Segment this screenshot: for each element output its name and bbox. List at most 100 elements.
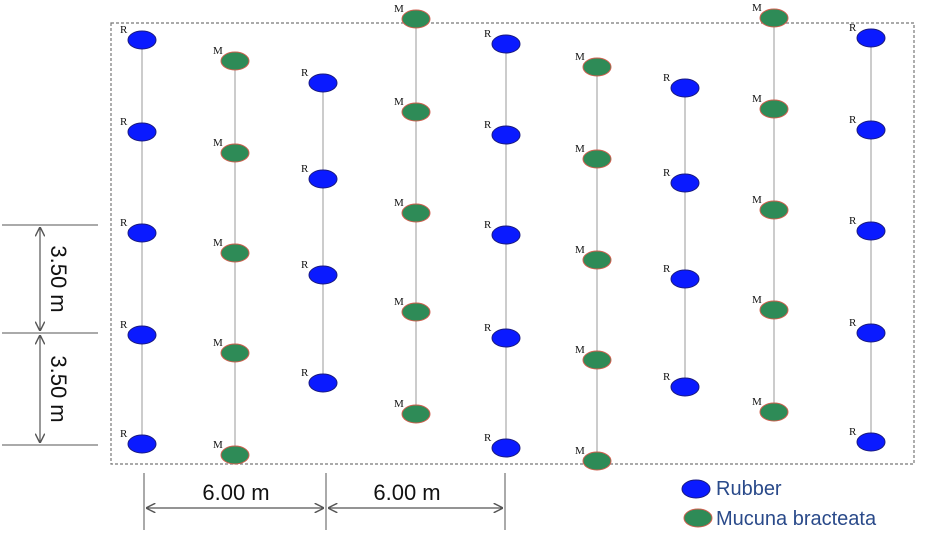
rubber-plant-marker — [491, 328, 521, 348]
rubber-plant-marker — [670, 78, 700, 98]
legend-mucuna-label: Mucuna bracteata — [716, 508, 877, 530]
rubber-label: R — [484, 219, 492, 231]
mucuna-plant-marker — [582, 149, 612, 169]
rubber-plant-marker — [856, 323, 886, 343]
rubber-label: R — [663, 72, 671, 84]
horizontal-spacing-label-2: 6.00 m — [373, 480, 440, 505]
mucuna-plant-marker — [759, 402, 789, 422]
rubber-label: R — [484, 119, 492, 131]
rubber-label: R — [663, 263, 671, 275]
plant-row-1: R R R R R — [120, 24, 157, 454]
mucuna-label: M — [575, 244, 585, 256]
mucuna-label: M — [575, 344, 585, 356]
rubber-label: R — [849, 114, 857, 126]
rubber-label: R — [120, 428, 128, 440]
mucuna-plant-marker — [220, 143, 250, 163]
mucuna-plant-marker — [582, 451, 612, 471]
rubber-plant-marker — [670, 173, 700, 193]
legend-rubber-swatch — [681, 479, 711, 499]
rubber-label: R — [484, 432, 492, 444]
mucuna-plant-marker — [759, 99, 789, 119]
rubber-label: R — [849, 317, 857, 329]
legend-mucuna-swatch — [683, 508, 713, 528]
legend: Rubber Mucuna bracteata — [681, 478, 877, 530]
mucuna-plant-marker — [220, 243, 250, 263]
plant-row-3: R R R R — [301, 67, 338, 393]
plant-row-4: M M M M M — [394, 3, 431, 424]
rubber-label: R — [849, 22, 857, 34]
field-boundary — [110, 22, 915, 465]
mucuna-plant-marker — [401, 203, 431, 223]
rubber-label: R — [120, 116, 128, 128]
horizontal-dimension: 6.00 m 6.00 m — [143, 473, 506, 530]
plant-row-2: M M M M M — [213, 45, 250, 465]
rubber-label: R — [484, 322, 492, 334]
plant-row-5: R R R R R — [484, 28, 521, 458]
rubber-plant-marker — [491, 34, 521, 54]
mucuna-label: M — [752, 2, 762, 14]
rubber-label: R — [484, 28, 492, 40]
mucuna-plant-marker — [401, 9, 431, 29]
rubber-label: R — [120, 24, 128, 36]
mucuna-label: M — [213, 137, 223, 149]
mucuna-label: M — [752, 396, 762, 408]
rubber-label: R — [120, 319, 128, 331]
mucuna-label: M — [213, 439, 223, 451]
mucuna-label: M — [575, 445, 585, 457]
mucuna-plant-marker — [220, 445, 250, 465]
rubber-label: R — [849, 215, 857, 227]
rubber-label: R — [663, 167, 671, 179]
rubber-label: R — [301, 163, 309, 175]
vertical-dimension: 3.50 m 3.50 m — [2, 224, 98, 446]
mucuna-label: M — [213, 337, 223, 349]
rubber-label: R — [120, 217, 128, 229]
rubber-label: R — [301, 67, 309, 79]
rubber-label: R — [301, 367, 309, 379]
mucuna-plant-marker — [220, 51, 250, 71]
plant-row-6: M M M M M — [575, 51, 612, 471]
mucuna-label: M — [394, 296, 404, 308]
rubber-plant-marker — [127, 434, 157, 454]
vertical-spacing-label-1: 3.50 m — [46, 245, 71, 312]
plant-rows: RRRRRMMMMMRRRRMMMMMRRRRRMMMMMRRRRMMMMMRR… — [120, 2, 886, 471]
mucuna-plant-marker — [582, 250, 612, 270]
rubber-plant-marker — [856, 221, 886, 241]
plant-row-8: M M M M M — [752, 2, 789, 422]
mucuna-plant-marker — [759, 200, 789, 220]
rubber-plant-marker — [308, 73, 338, 93]
mucuna-plant-marker — [582, 350, 612, 370]
rubber-plant-marker — [308, 373, 338, 393]
rubber-plant-marker — [856, 28, 886, 48]
plant-row-9: R R R R R — [849, 22, 886, 452]
rubber-label: R — [301, 259, 309, 271]
mucuna-plant-marker — [759, 8, 789, 28]
mucuna-label: M — [394, 197, 404, 209]
rubber-label: R — [663, 371, 671, 383]
mucuna-label: M — [213, 45, 223, 57]
rubber-plant-marker — [127, 122, 157, 142]
mucuna-label: M — [575, 51, 585, 63]
rubber-plant-marker — [127, 325, 157, 345]
rubber-plant-marker — [308, 169, 338, 189]
mucuna-plant-marker — [759, 300, 789, 320]
mucuna-label: M — [394, 96, 404, 108]
mucuna-label: M — [752, 294, 762, 306]
rubber-label: R — [849, 426, 857, 438]
mucuna-label: M — [394, 398, 404, 410]
plant-row-7: R R R R — [663, 72, 700, 397]
rubber-plant-marker — [670, 377, 700, 397]
rubber-plant-marker — [856, 120, 886, 140]
rubber-plant-marker — [127, 30, 157, 50]
rubber-plant-marker — [856, 432, 886, 452]
rubber-plant-marker — [308, 265, 338, 285]
mucuna-plant-marker — [220, 343, 250, 363]
mucuna-label: M — [213, 237, 223, 249]
mucuna-plant-marker — [401, 404, 431, 424]
rubber-plant-marker — [127, 223, 157, 243]
rubber-plant-marker — [491, 438, 521, 458]
mucuna-label: M — [752, 93, 762, 105]
horizontal-spacing-label-1: 6.00 m — [202, 480, 269, 505]
vertical-spacing-label-2: 3.50 m — [46, 355, 71, 422]
mucuna-plant-marker — [582, 57, 612, 77]
